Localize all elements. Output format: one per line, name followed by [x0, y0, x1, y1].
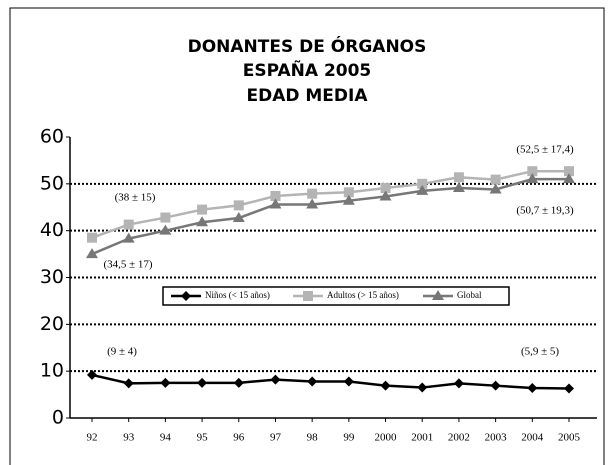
marker: [417, 382, 428, 393]
legend-box: [162, 286, 510, 306]
marker: [380, 183, 391, 194]
x-tick-label: 94: [160, 432, 172, 444]
x-tick-label: 92: [87, 432, 98, 444]
marker: [159, 224, 172, 235]
x-tick-label: 98: [307, 432, 319, 444]
x-tick-label: 2000: [375, 432, 398, 444]
x-tick-label: 2001: [411, 432, 433, 444]
chart-title: ESPAÑA 2005: [243, 58, 372, 81]
marker: [197, 204, 208, 215]
annotation: (5,9 ± 5): [521, 346, 559, 358]
marker: [564, 383, 574, 394]
series-line: [91, 373, 570, 390]
y-tick-label: 30: [40, 266, 64, 288]
series-line: [91, 169, 569, 239]
chart-title: DONANTES DE ÓRGANOS: [188, 35, 427, 57]
annotation: (34,5 ± 17): [103, 259, 152, 271]
marker: [233, 200, 244, 211]
x-tick-label: 93: [123, 432, 135, 444]
x-tick-label: 2005: [558, 432, 581, 444]
marker: [303, 291, 313, 301]
marker: [196, 216, 209, 227]
legend-label: Adultos (> 15 años): [327, 290, 399, 300]
y-tick-label: 40: [40, 219, 64, 241]
marker: [527, 166, 538, 177]
y-tick-label: 0: [52, 407, 64, 429]
marker: [160, 377, 171, 388]
x-tick-label: 95: [197, 432, 209, 444]
marker: [379, 190, 392, 201]
marker: [270, 191, 281, 202]
x-tick-label: 97: [270, 432, 282, 444]
y-tick-label: 10: [40, 360, 64, 382]
x-tick-label: 96: [233, 432, 245, 444]
marker: [416, 184, 429, 195]
y-tick-label: 50: [40, 172, 64, 194]
marker: [123, 378, 134, 389]
x-tick-label: 2003: [485, 432, 508, 444]
marker: [343, 187, 354, 198]
marker: [563, 173, 575, 184]
marker: [343, 376, 354, 387]
legend-label: Niños (< 15 años): [205, 290, 270, 300]
marker: [123, 219, 134, 230]
marker: [380, 380, 391, 391]
marker: [122, 232, 135, 243]
marker: [307, 188, 318, 199]
annotation: (52,5 ± 17,4): [516, 144, 574, 156]
marker: [526, 173, 539, 184]
frame: [9, 7, 605, 465]
marker: [527, 383, 538, 394]
y-tick-label: 60: [40, 126, 64, 148]
marker: [270, 374, 281, 385]
marker: [490, 174, 501, 185]
x-tick-label: 2002: [448, 432, 470, 444]
annotation: (38 ± 15): [115, 192, 156, 204]
marker: [307, 376, 318, 387]
marker: [490, 380, 501, 391]
marker: [489, 183, 502, 194]
legend: Niños (< 15 años) Adultos (> 15 años) Glob…: [162, 286, 510, 306]
marker: [181, 291, 191, 301]
marker: [452, 182, 465, 193]
series-line: [91, 177, 569, 256]
x-tick-label: 99: [343, 432, 355, 444]
marker: [342, 194, 355, 205]
marker: [160, 212, 171, 223]
marker: [306, 198, 319, 209]
marker: [269, 198, 282, 209]
marker: [232, 212, 245, 223]
chart-title: EDAD MEDIA: [246, 86, 368, 106]
legend-label: Global: [457, 290, 482, 300]
marker: [86, 248, 98, 259]
x-tick-label: 2004: [521, 432, 544, 444]
marker: [87, 232, 97, 243]
marker: [87, 369, 97, 380]
marker: [197, 377, 208, 388]
marker: [453, 172, 464, 183]
marker: [564, 166, 574, 177]
marker: [417, 178, 428, 189]
annotation: (9 ± 4): [107, 346, 137, 358]
y-tick-label: 20: [40, 313, 64, 335]
marker: [432, 290, 444, 300]
marker: [453, 378, 464, 389]
marker: [233, 377, 244, 388]
annotation: (50,7 ± 19,3): [516, 205, 574, 217]
